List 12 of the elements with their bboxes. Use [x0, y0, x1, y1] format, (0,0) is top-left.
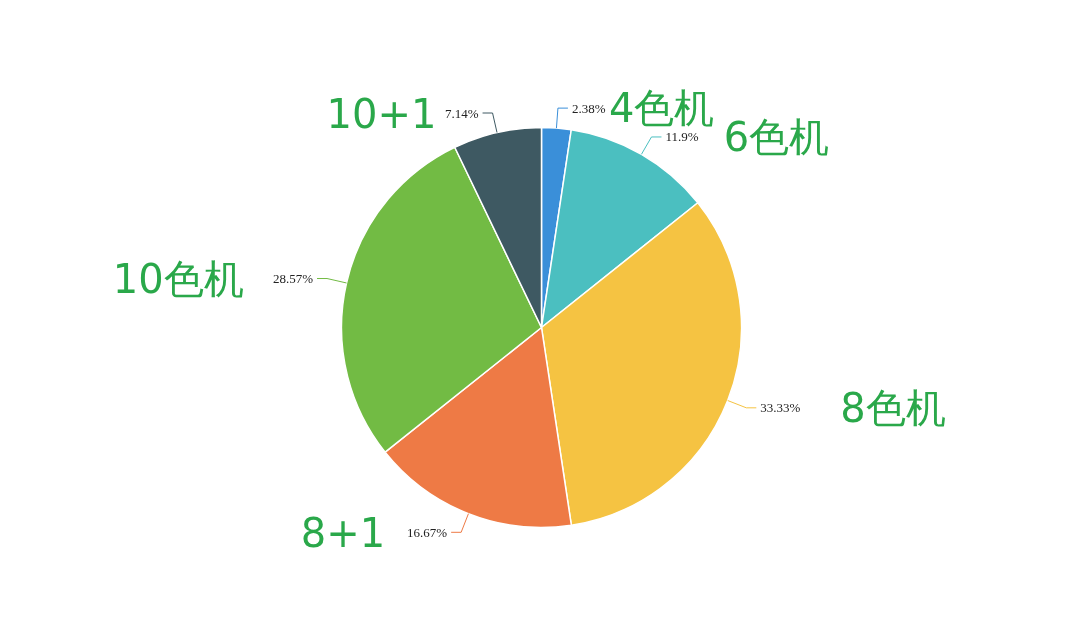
slice-label: 8色机	[840, 384, 946, 431]
data-label: 11.9%	[665, 129, 699, 145]
data-label: 16.67%	[407, 524, 448, 540]
slice-label: 8+1	[300, 510, 386, 557]
slice-label: 4色机	[608, 85, 715, 132]
data-label: 2.38%	[571, 100, 606, 116]
data-label: 28.57%	[272, 271, 314, 287]
slice-label: 10+1	[326, 91, 437, 138]
data-label: 33.33%	[760, 400, 801, 416]
data-label: 7.14%	[444, 105, 479, 121]
slice-label: 6色机	[723, 113, 830, 160]
slice-label: 10色机	[112, 255, 244, 302]
